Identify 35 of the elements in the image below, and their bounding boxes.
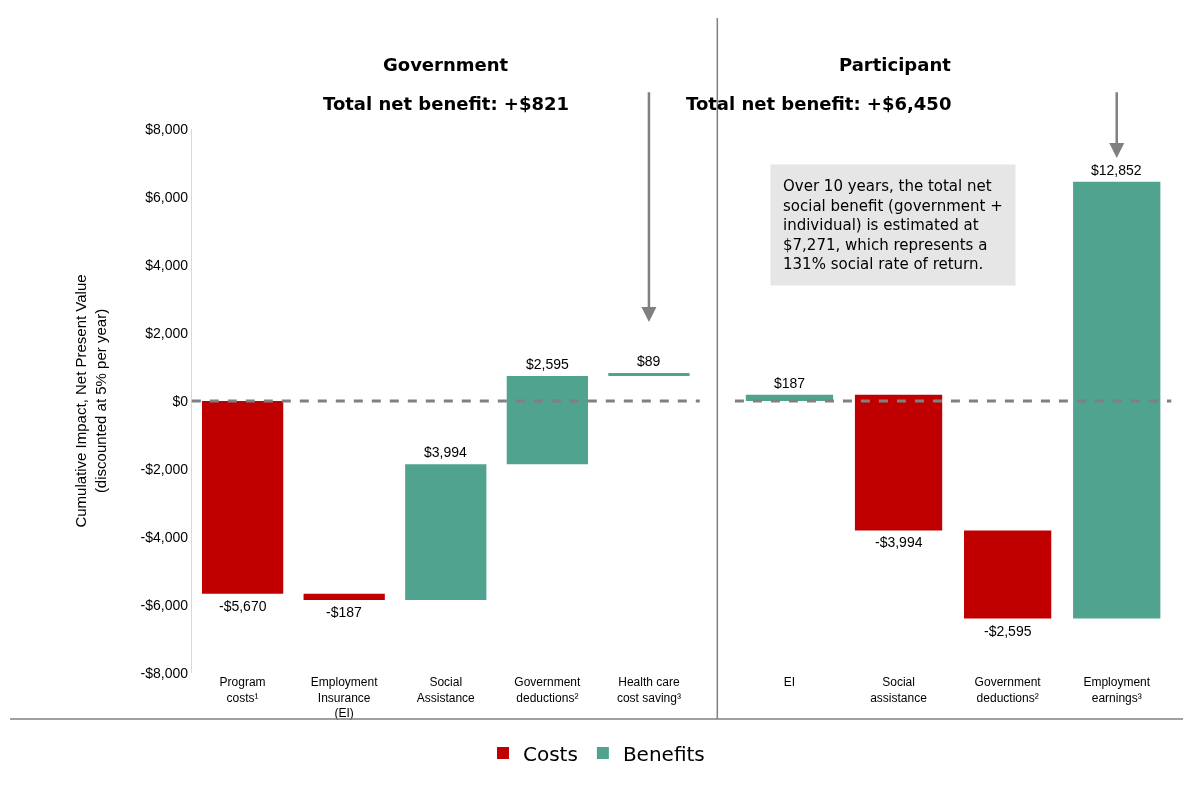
y-tick-label: -$2,000 bbox=[140, 460, 189, 477]
x-tick-label: Social Assistance bbox=[416, 674, 476, 705]
data-label: $89 bbox=[637, 353, 661, 369]
y-axis-title: Cumulative Impact, Net Present Value (discounted at 5% per year) bbox=[72, 274, 109, 528]
annotation: Over 10 years, the total net social benefit (government + individual) is estimated at $7,271, which represents a 131% social rate of return. bbox=[783, 177, 1003, 273]
chart-title: Participant bbox=[839, 54, 952, 75]
y-tick-label: -$8,000 bbox=[140, 664, 189, 681]
x-tick-label: Health care cost saving³ bbox=[616, 674, 681, 705]
x-tick-label: Government deductions² bbox=[514, 674, 582, 705]
data-label: -$3,994 bbox=[875, 534, 923, 550]
chart-title: Government bbox=[383, 54, 509, 75]
chart-subtitle: Total net benefit: +$821 bbox=[323, 93, 570, 114]
x-tick-label: Government deductions² bbox=[974, 674, 1042, 705]
y-tick-label: $2,000 bbox=[145, 324, 189, 341]
data-label: -$5,670 bbox=[219, 598, 267, 614]
x-tick-label: EI bbox=[783, 674, 796, 689]
legend-label: Benefits bbox=[622, 741, 705, 766]
data-label: $3,994 bbox=[424, 444, 468, 460]
data-label: $2,595 bbox=[526, 356, 570, 372]
x-tick-label: Employment Insurance (EI) bbox=[310, 674, 379, 721]
y-tick-label: $8,000 bbox=[145, 120, 189, 137]
data-label: -$2,595 bbox=[984, 623, 1032, 639]
data-label: $187 bbox=[774, 375, 806, 391]
x-tick-label: Social assistance bbox=[870, 674, 928, 705]
y-tick-label: $6,000 bbox=[145, 188, 189, 205]
y-tick-label: -$6,000 bbox=[140, 596, 189, 613]
y-tick-label: $4,000 bbox=[145, 256, 189, 273]
chart-subtitle: Total net benefit: +$6,450 bbox=[686, 93, 952, 114]
y-tick-label: $0 bbox=[172, 392, 189, 409]
data-label: $12,852 bbox=[1091, 162, 1142, 178]
legend-label: Costs bbox=[523, 741, 578, 766]
x-tick-label: Program costs¹ bbox=[219, 674, 266, 705]
data-label: -$187 bbox=[326, 604, 363, 620]
y-tick-label: -$4,000 bbox=[140, 528, 189, 545]
x-tick-label: Employment earnings³ bbox=[1083, 674, 1151, 705]
